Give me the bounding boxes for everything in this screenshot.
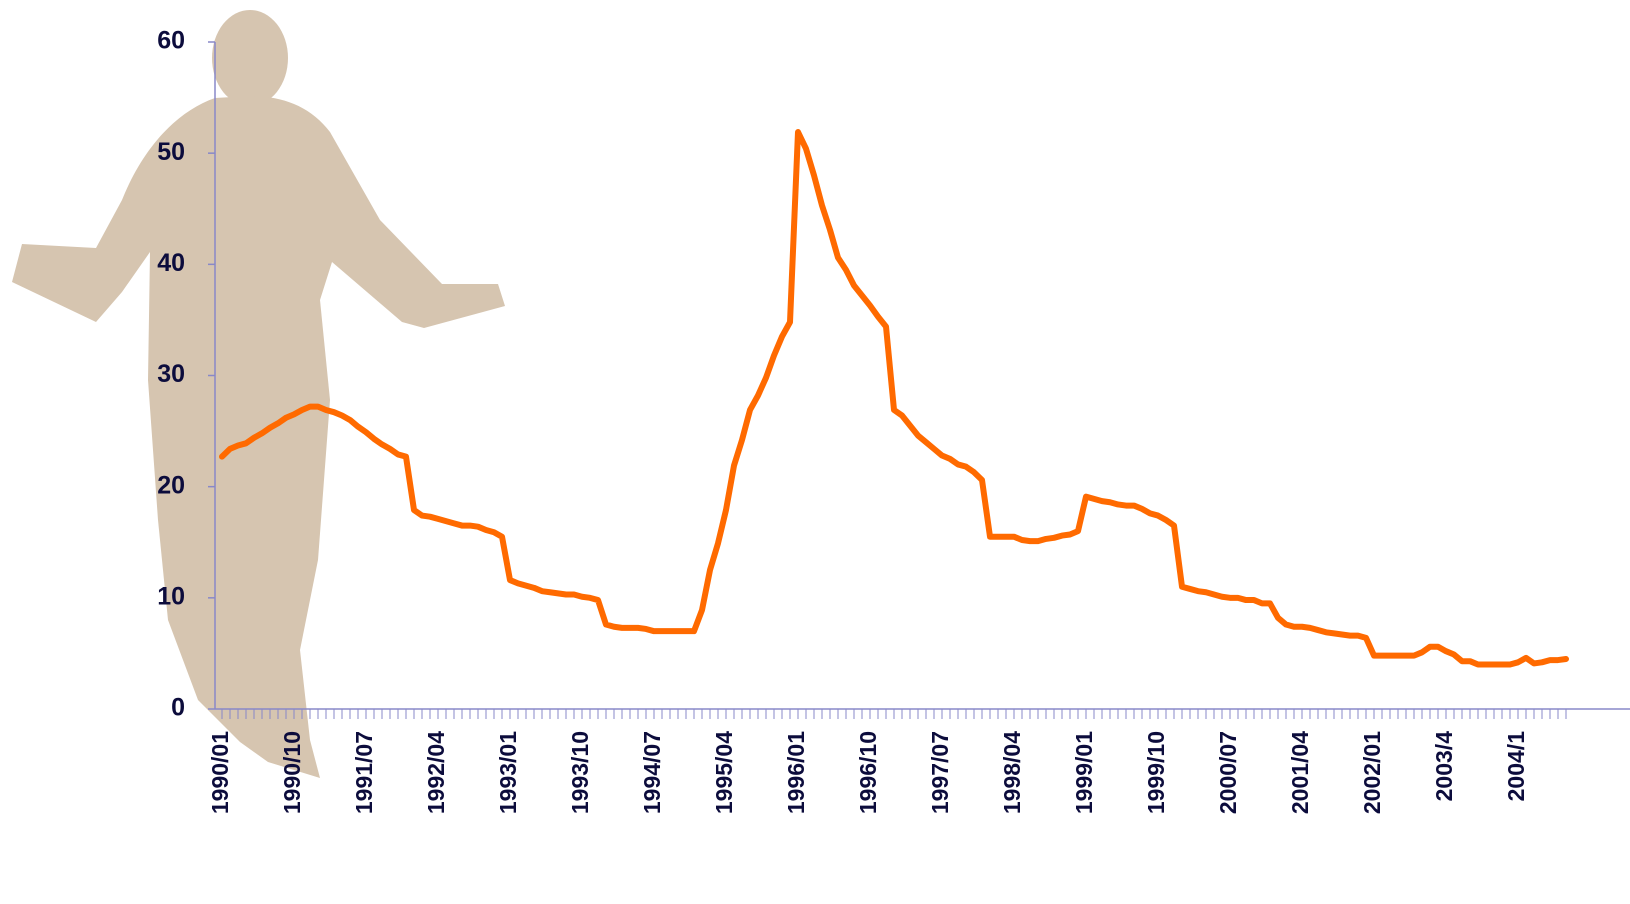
x-tick-label: 1991/07 bbox=[351, 731, 377, 814]
x-tick-label: 2001/04 bbox=[1287, 731, 1313, 814]
y-tick-label: 0 bbox=[171, 694, 185, 722]
x-tick-label: 1990/10 bbox=[279, 731, 305, 814]
silhouette-head bbox=[212, 10, 288, 106]
x-tick-label: 2000/07 bbox=[1215, 731, 1241, 814]
data-line bbox=[219, 129, 1569, 668]
x-tick-label: 1999/10 bbox=[1143, 731, 1169, 814]
x-tick-label: 1994/07 bbox=[639, 731, 665, 814]
x-tick-label: 1995/04 bbox=[711, 731, 737, 814]
x-tick-label: 1996/10 bbox=[855, 731, 881, 814]
x-tick-label: 1997/07 bbox=[927, 731, 953, 814]
x-tick-label: 2002/01 bbox=[1359, 731, 1385, 814]
x-tick-label: 1990/01 bbox=[207, 731, 233, 814]
x-tick-label: 2004/1 bbox=[1503, 731, 1529, 802]
x-tick-label: 1993/10 bbox=[567, 731, 593, 814]
x-tick-label: 2003/4 bbox=[1431, 731, 1457, 802]
y-tick-label: 60 bbox=[157, 27, 185, 55]
x-tick-label: 1999/01 bbox=[1071, 731, 1097, 814]
x-tick-label: 1996/01 bbox=[783, 731, 809, 814]
y-tick-label: 10 bbox=[157, 582, 185, 610]
silhouette bbox=[12, 10, 505, 778]
y-tick-label: 20 bbox=[157, 471, 185, 499]
x-tick-label: 1993/01 bbox=[495, 731, 521, 814]
y-tick-label: 30 bbox=[157, 360, 185, 388]
x-tick-label: 1998/04 bbox=[999, 731, 1025, 814]
y-tick-label: 40 bbox=[157, 249, 185, 277]
x-tick-label: 1992/04 bbox=[423, 731, 449, 814]
y-tick-label: 50 bbox=[157, 138, 185, 166]
